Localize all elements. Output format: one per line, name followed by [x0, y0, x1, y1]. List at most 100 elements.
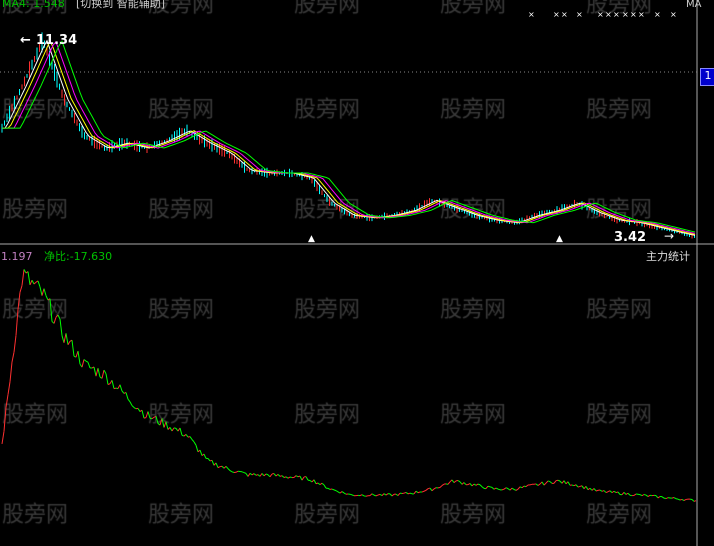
indicator-segment	[19, 285, 23, 293]
ma-line-1	[2, 39, 696, 236]
switch-link[interactable]: [切换到 智能辅助]	[76, 0, 166, 10]
indicator-segment	[37, 280, 41, 288]
indicator-segment	[273, 473, 277, 477]
indicator-segment	[263, 473, 267, 477]
indicator-segment	[683, 498, 687, 501]
indicator-segment	[245, 473, 249, 477]
indicator-segment	[625, 492, 629, 495]
indicator-segment	[645, 494, 649, 497]
indicator-segment	[313, 479, 317, 484]
indicator-segment	[43, 288, 47, 296]
indicator-segment	[125, 392, 129, 400]
indicator-segment	[383, 493, 387, 496]
indicator-segment	[469, 483, 473, 487]
indicator-segment	[395, 493, 399, 497]
indicator-segment	[137, 408, 141, 412]
signal-marker-icon: ▲	[556, 234, 563, 244]
indicator-segment	[121, 390, 125, 394]
indicator-segment	[299, 475, 303, 481]
indicator-segment	[133, 407, 137, 410]
indicator-segment	[9, 362, 13, 382]
indicator-segment	[405, 492, 409, 495]
indicator-segment	[547, 480, 551, 483]
indicator-segment	[3, 407, 7, 432]
signal-x-icon: ×	[654, 10, 661, 19]
indicator-segment	[609, 490, 613, 493]
indicator-segment	[151, 416, 155, 420]
indicator-segment	[509, 487, 513, 491]
indicator-segment	[333, 489, 337, 492]
indicator-segment	[39, 286, 43, 296]
indicator-segment	[283, 476, 287, 478]
indicator-segment	[57, 314, 61, 320]
indicator-segment	[225, 466, 229, 469]
indicator-segment	[127, 398, 131, 403]
indicator-segment	[479, 484, 483, 488]
indicator-segment	[209, 459, 213, 462]
indicator-segment	[315, 482, 319, 485]
indicator-segment	[481, 486, 485, 489]
indicator-segment	[429, 487, 433, 492]
indicator-segment	[517, 486, 521, 490]
indicator-segment	[657, 496, 661, 499]
indicator-segment	[41, 288, 45, 296]
indicator-segment	[549, 481, 553, 484]
signal-x-icon: ×	[622, 10, 629, 19]
indicator-segment	[141, 410, 145, 419]
indicator-segment	[397, 492, 401, 496]
indicator-segment	[31, 280, 35, 285]
indicator-segment	[81, 359, 85, 368]
indicator-segment	[351, 494, 355, 497]
ma-line-2	[2, 39, 696, 235]
indicator-segment	[61, 335, 65, 343]
indicator-segment	[199, 449, 203, 456]
indicator-segment	[11, 352, 15, 363]
indicator-segment	[255, 474, 259, 476]
indicator-segment	[301, 476, 305, 481]
indicator-segment	[439, 485, 443, 488]
indicator-segment	[103, 369, 107, 374]
signal-marker-icon: ▲	[308, 234, 315, 244]
indicator-segment	[171, 427, 175, 432]
indicator-segment	[473, 483, 477, 486]
indicator-segment	[417, 491, 421, 494]
indicator-segment	[623, 491, 627, 495]
indicator-segment	[541, 481, 545, 486]
indicator-segment	[107, 383, 111, 385]
indicator-segment	[679, 498, 683, 501]
indicator-segment	[545, 480, 549, 484]
indicator-segment	[427, 487, 431, 490]
ma-line-3	[2, 40, 696, 234]
low-price-label: 3.42	[614, 230, 647, 245]
indicator-segment	[155, 416, 159, 424]
indicator-segment	[431, 488, 435, 492]
indicator-segment	[613, 490, 617, 493]
indicator-segment	[587, 487, 591, 491]
net-ratio-label: 净比:-17.630	[44, 250, 113, 263]
indicator-segment	[369, 493, 373, 496]
indicator-segment	[231, 471, 235, 473]
indicator-segment	[493, 487, 497, 490]
indicator-segment	[385, 493, 389, 496]
indicator-segment	[111, 380, 115, 389]
indicator-segment	[391, 493, 395, 497]
high-price-label: 11.34	[36, 33, 78, 48]
indicator-segment	[677, 498, 681, 501]
indicator-segment	[451, 479, 455, 483]
indicator-segment	[221, 465, 225, 469]
indicator-segment	[601, 490, 605, 492]
indicator-segment	[149, 417, 153, 420]
signal-x-icon: ×	[670, 10, 677, 19]
indicator-segment	[647, 494, 651, 497]
indicator-segment	[341, 491, 345, 494]
indicator-segment	[63, 333, 67, 343]
indicator-segment	[349, 493, 353, 496]
signal-x-icon: ×	[597, 10, 604, 19]
indicator-segment	[203, 453, 207, 459]
indicator-segment	[563, 480, 567, 485]
indicator-segment	[129, 401, 133, 406]
indicator-segment	[665, 497, 669, 499]
signal-x-icon: ×	[638, 10, 645, 19]
indicator-segment	[13, 335, 17, 353]
